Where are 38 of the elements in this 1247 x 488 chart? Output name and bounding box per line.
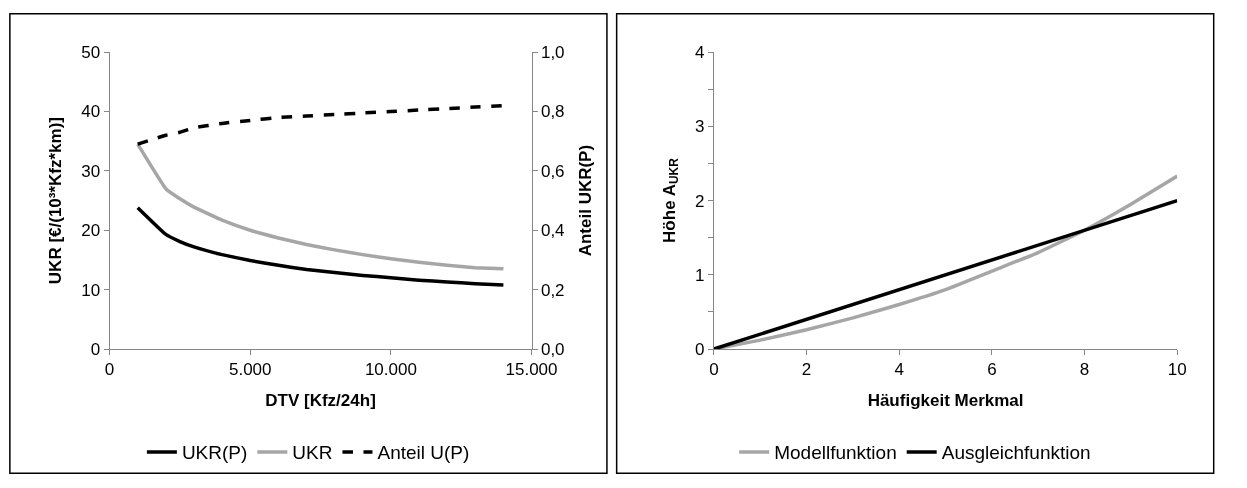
x-tick-label: 5.000 <box>228 360 272 380</box>
legend-label: Ausgleichfunktion <box>941 442 1091 464</box>
y-tick-label: 4 <box>695 43 705 63</box>
y2-tick-label: 0,8 <box>540 102 565 122</box>
x-tick-label: 8 <box>1079 360 1090 380</box>
x-tick-label: 0 <box>709 360 719 380</box>
y2-tick-label: 0,2 <box>540 280 565 300</box>
x-axis-title: DTV [Kfz/24h] <box>265 390 376 410</box>
legend-label: UKR <box>292 442 333 464</box>
y-tick-label: 3 <box>695 117 705 137</box>
y2-tick-label: 0,4 <box>540 221 565 241</box>
y-tick-label: 0 <box>90 339 101 359</box>
x-tick-label: 6 <box>987 360 997 380</box>
y-tick-label: 30 <box>81 161 101 181</box>
y2-tick-label: 0,6 <box>540 161 565 181</box>
line-series <box>135 142 506 271</box>
legend-label: Modellfunktion <box>774 442 897 464</box>
x-tick-label: 0 <box>104 360 115 380</box>
y2-tick-label: 0,0 <box>540 339 565 359</box>
legend-label: UKR(P) <box>181 442 248 464</box>
y-tick-label: 50 <box>81 43 101 63</box>
y-tick-label: 1 <box>695 265 705 285</box>
legend-label: Anteil U(P) <box>377 442 470 464</box>
y-tick-label: 2 <box>695 191 705 211</box>
x-tick-label: 4 <box>894 360 904 380</box>
x-tick-label: 10.000 <box>364 360 417 380</box>
x-axis-title: Häufigkeit Merkmal <box>867 390 1024 410</box>
y-axis-title: UKR [€/(10³*Kfz*km)] <box>45 116 65 285</box>
y-tick-label: 20 <box>81 221 101 241</box>
y-tick-label: 40 <box>81 102 101 122</box>
line-series <box>135 205 506 287</box>
x-tick-label: 10 <box>1167 360 1187 380</box>
x-tick-label: 15.000 <box>505 360 558 380</box>
x-tick-label: 2 <box>801 360 812 380</box>
y-tick-label: 0 <box>695 339 705 359</box>
y2-tick-label: 1,0 <box>540 43 565 63</box>
y-tick-label: 10 <box>81 280 101 300</box>
y2-axis-title: Anteil UKR(P) <box>575 144 595 257</box>
